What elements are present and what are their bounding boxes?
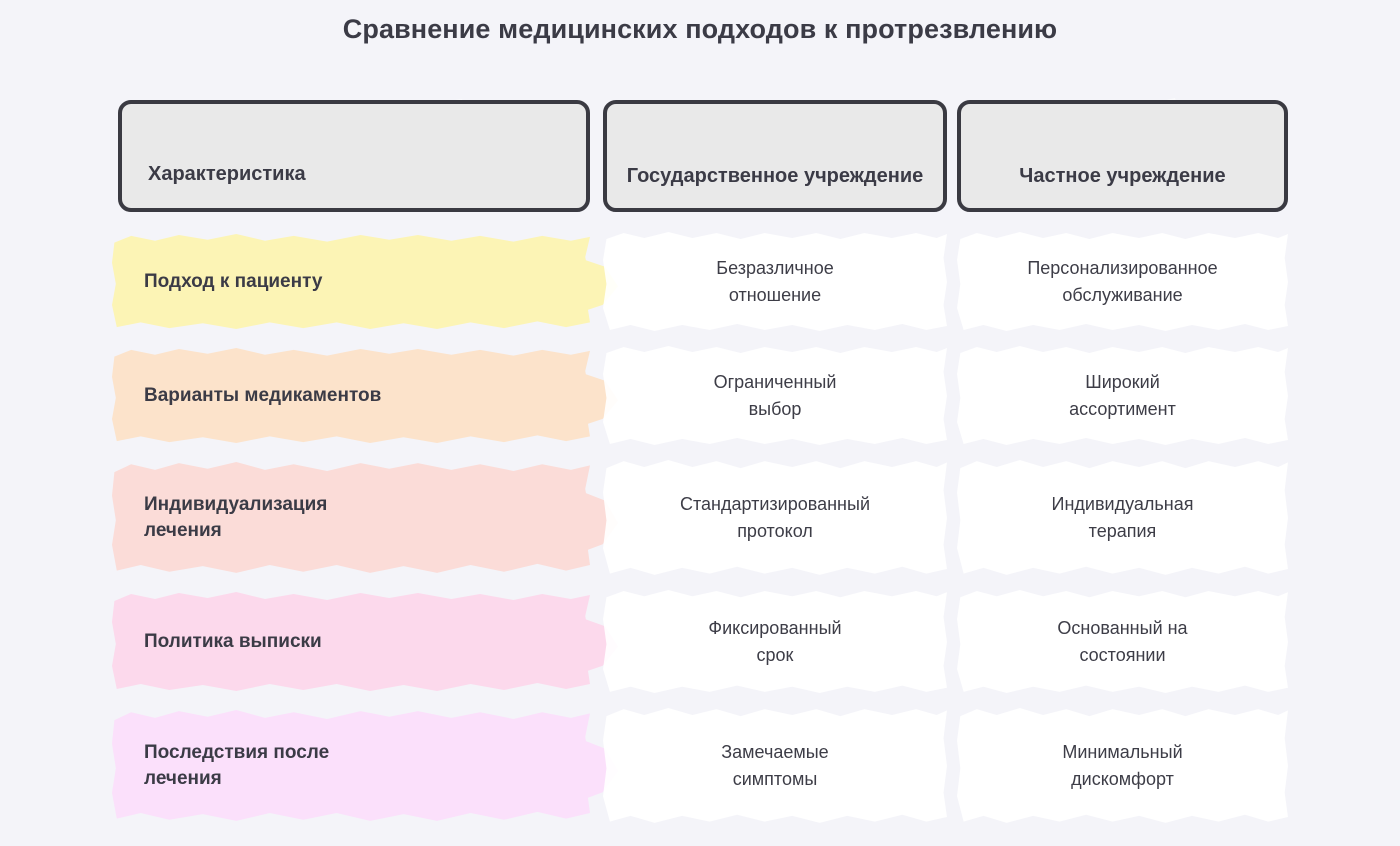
cell-background — [957, 346, 1288, 445]
table-row: Последствия после лечения Замечаемые сим… — [112, 702, 1288, 830]
table-row: Индивидуализация лечения Стандартизирова… — [112, 454, 1288, 582]
cell-private: Персонализированное обслуживание — [957, 226, 1288, 338]
cell-value: Основанный на состоянии — [1057, 618, 1188, 665]
cell-background — [603, 590, 947, 693]
cell-background — [603, 460, 947, 575]
row-label: Политика выписки — [144, 630, 322, 652]
cell-value: Безразличное отношение — [716, 258, 834, 305]
cell-public: Ограниченный выбор — [603, 340, 947, 452]
cell-value: Персонализированное обслуживание — [1027, 258, 1218, 305]
cell-value: Широкий ассортимент — [1069, 372, 1176, 419]
cell-public: Замечаемые симптомы — [603, 702, 947, 830]
row-highlight — [112, 584, 618, 700]
cell-background — [957, 232, 1288, 331]
row-highlight — [112, 454, 618, 582]
cell-background — [603, 232, 947, 331]
header-cell-characteristic: Характеристика — [118, 100, 590, 212]
highlight-band — [112, 462, 590, 573]
header-label: Государственное учреждение — [626, 165, 924, 188]
cell-private: Широкий ассортимент — [957, 340, 1288, 452]
highlight-band — [112, 710, 590, 821]
cell-public: Фиксированный срок — [603, 584, 947, 700]
cell-value: Стандартизированный протокол — [680, 494, 870, 541]
table-row: Политика выписки Фиксированный срок Осно… — [112, 584, 1288, 700]
cell-value: Индивидуальная терапия — [1051, 494, 1194, 541]
page-title: Сравнение медицинских подходов к протрез… — [342, 14, 1058, 44]
cell-private: Индивидуальная терапия — [957, 454, 1288, 582]
highlight-band — [112, 234, 590, 330]
header-label: Характеристика — [148, 163, 306, 186]
table-row: Варианты медикаментов Ограниченный выбор… — [112, 340, 1288, 452]
highlight-band — [112, 348, 590, 444]
highlight-band — [112, 592, 590, 691]
cell-value: Замечаемые симптомы — [721, 742, 829, 789]
cell-value: Ограниченный выбор — [713, 372, 837, 419]
cell-value: Фиксированный срок — [708, 618, 842, 665]
comparison-table: Характеристика Государственное учреждени… — [112, 97, 1288, 840]
cell-public: Безразличное отношение — [603, 226, 947, 338]
table-row: Подход к пациенту Безразличное отношение… — [112, 226, 1288, 338]
cell-value: Минимальный дискомфорт — [1062, 742, 1183, 789]
cell-background — [957, 590, 1288, 693]
cell-private: Минимальный дискомфорт — [957, 702, 1288, 830]
row-label: Индивидуализация лечения — [144, 493, 328, 541]
row-label: Варианты медикаментов — [144, 384, 382, 406]
cell-private: Основанный на состоянии — [957, 584, 1288, 700]
cell-background — [603, 708, 947, 823]
row-highlight — [112, 702, 618, 830]
cell-background — [957, 460, 1288, 575]
header-cell-private: Частное учреждение — [957, 100, 1288, 212]
cell-public: Стандартизированный протокол — [603, 454, 947, 582]
row-label: Последствия после лечения — [144, 741, 330, 789]
header-cell-public: Государственное учреждение — [603, 100, 947, 212]
header-label: Частное учреждение — [1019, 165, 1226, 188]
row-label: Подход к пациенту — [144, 270, 323, 292]
cell-background — [957, 708, 1288, 823]
cell-background — [603, 346, 947, 445]
